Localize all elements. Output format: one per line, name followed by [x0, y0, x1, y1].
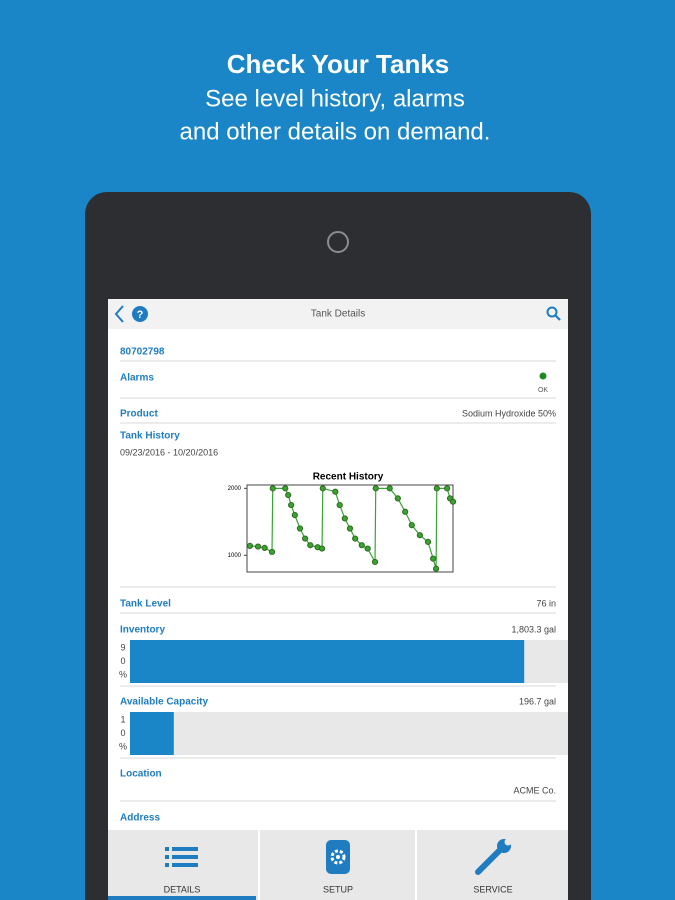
home-button: [327, 231, 349, 253]
promo-title: Check Your Tanks: [227, 49, 450, 79]
data-point: [246, 542, 254, 550]
tab-label[interactable]: SERVICE: [473, 884, 512, 894]
data-point: [394, 495, 401, 502]
capacity-gauge: 1 0%: [119, 712, 568, 755]
data-point: [288, 501, 295, 509]
help-button[interactable]: [132, 306, 148, 322]
gauge-bar: [130, 712, 174, 755]
data-point: [332, 488, 339, 495]
data-point: [449, 498, 457, 505]
gauge-percent-label: 0: [120, 728, 125, 738]
capacity-value: 196.7 gal: [519, 696, 556, 706]
alarm-status: OK: [538, 387, 548, 394]
history-range: 09/23/2016 - 10/20/2016: [120, 447, 218, 457]
data-point: [372, 485, 379, 492]
gauge-percent-label: %: [119, 669, 127, 679]
data-point: [302, 535, 309, 542]
gauge-percent-label: %: [119, 741, 127, 751]
data-point: [261, 544, 268, 552]
y-tick-label: 2000: [228, 486, 242, 492]
data-point: [408, 522, 415, 529]
tank-level-value: 76 in: [536, 598, 556, 608]
gauge-bar: [130, 640, 525, 683]
data-point: [254, 543, 262, 550]
product-value: Sodium Hydroxide 50%: [462, 408, 556, 418]
data-point: [268, 548, 276, 556]
tank-id[interactable]: 80702798: [120, 347, 165, 358]
data-point: [416, 532, 423, 539]
tab-label[interactable]: DETAILS: [164, 884, 201, 894]
promo-subtitle: and other details on demand.: [180, 118, 491, 145]
gauge-percent-label: 1: [120, 714, 125, 724]
data-point: [346, 525, 354, 532]
data-point: [341, 515, 348, 522]
data-point: [402, 508, 409, 515]
search-button[interactable]: [546, 306, 561, 321]
data-point: [307, 542, 314, 549]
location-label: Location: [120, 769, 162, 780]
data-point: [282, 485, 289, 492]
promo-subtitle: See level history, alarms: [205, 85, 465, 112]
address-label: Address: [120, 813, 160, 824]
back-button[interactable]: [114, 305, 124, 323]
data-point: [319, 485, 326, 492]
data-point: [430, 555, 437, 562]
product-label: Product: [120, 409, 158, 420]
y-tick-label: 1000: [228, 553, 242, 559]
app-screen: [108, 299, 568, 900]
inventory-label: Inventory: [120, 625, 165, 636]
data-point: [432, 565, 440, 572]
active-tab-indicator: [108, 896, 256, 900]
chart: 1000 2000: [228, 485, 457, 572]
data-point: [444, 485, 451, 492]
data-point: [285, 491, 292, 499]
service-icon: [475, 838, 512, 875]
data-point: [424, 538, 432, 545]
alarms-label: Alarms: [120, 373, 154, 384]
help-icon: ?: [137, 309, 144, 321]
data-point: [336, 501, 343, 509]
data-point: [371, 558, 379, 566]
data-point: [433, 485, 440, 492]
data-point: [269, 485, 276, 492]
data-point: [296, 525, 304, 532]
data-point: [364, 545, 371, 552]
gauge-percent-label: 9: [120, 642, 125, 652]
data-point: [358, 542, 365, 549]
tank-level-label: Tank Level: [120, 599, 171, 610]
chart-title: Recent History: [313, 472, 384, 483]
capacity-label: Available Capacity: [120, 697, 208, 708]
details-icon: [165, 847, 198, 867]
inventory-gauge: 9 0%: [119, 640, 568, 683]
data-point: [352, 535, 359, 542]
setup-icon: [326, 840, 350, 874]
data-point: [386, 485, 393, 492]
inventory-value: 1,803.3 gal: [511, 624, 556, 634]
data-point: [318, 545, 326, 552]
tab-label[interactable]: SETUP: [323, 884, 353, 894]
history-label: Tank History: [120, 431, 180, 442]
data-point: [291, 512, 298, 519]
app-bar-title: Tank Details: [311, 309, 365, 320]
gauge-track: [130, 712, 568, 755]
app-bar: [108, 299, 568, 329]
gauge-percent-label: 0: [120, 656, 125, 666]
alarm-indicator: [539, 372, 547, 380]
location-value: ACME Co.: [513, 785, 556, 795]
